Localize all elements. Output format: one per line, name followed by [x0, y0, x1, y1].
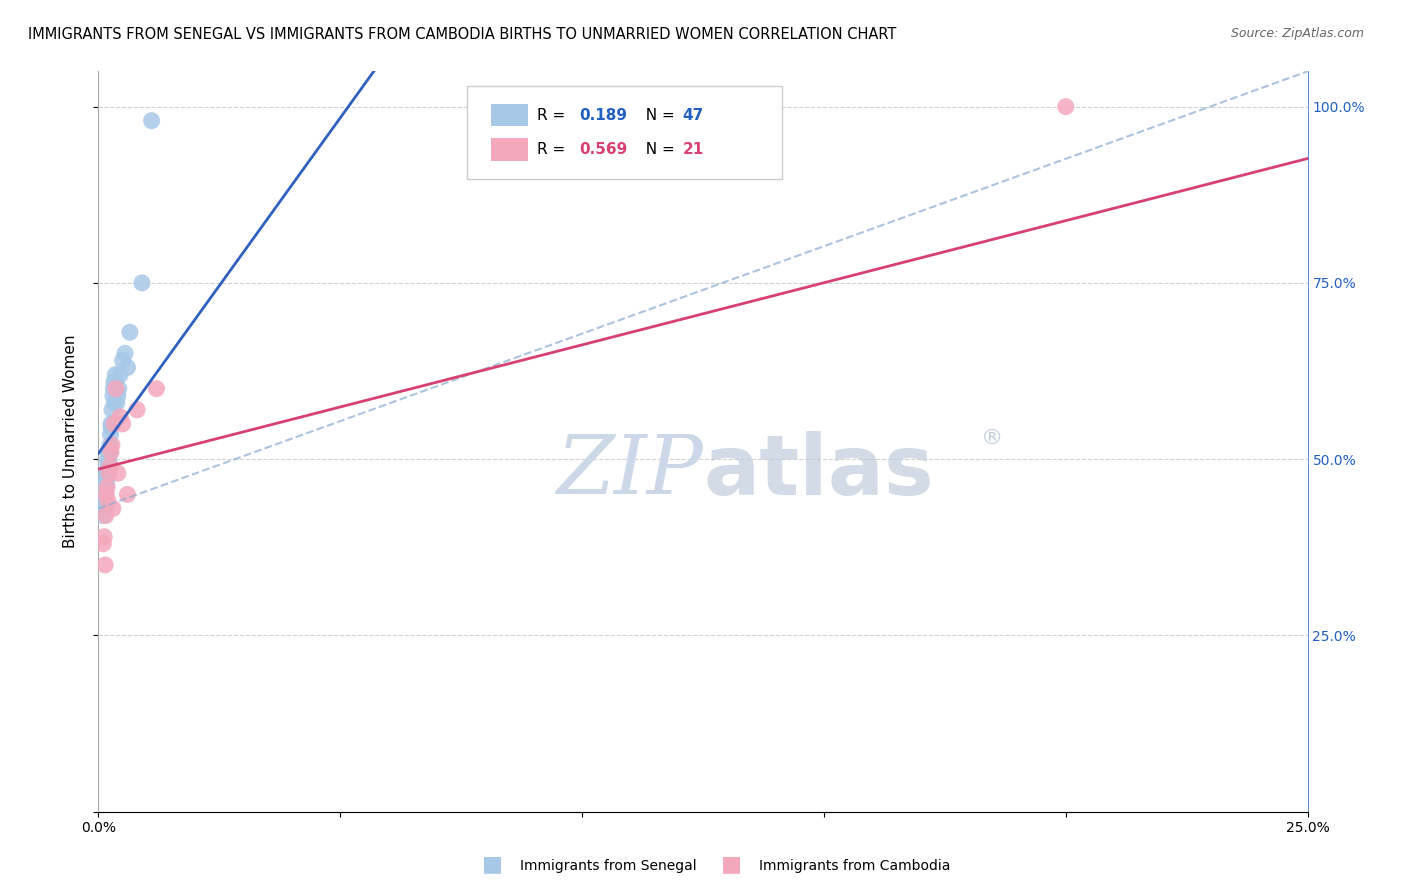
Point — [118, 325, 141, 339]
Bar — [492, 104, 527, 127]
Point — [97, 456, 120, 470]
Point — [98, 438, 121, 452]
Text: 0.189: 0.189 — [579, 108, 627, 123]
Point — [103, 396, 125, 410]
Point — [96, 480, 118, 494]
Point — [94, 473, 117, 487]
Point — [100, 417, 122, 431]
Point — [94, 558, 117, 572]
Point — [1054, 100, 1077, 114]
Point — [98, 456, 121, 470]
Point — [97, 463, 120, 477]
Text: atlas: atlas — [703, 431, 934, 512]
Point — [141, 113, 163, 128]
Point — [104, 382, 127, 396]
Text: R =: R = — [537, 142, 571, 157]
FancyBboxPatch shape — [467, 87, 782, 178]
Point — [91, 498, 114, 512]
Text: ■: ■ — [482, 854, 502, 873]
Point — [107, 382, 129, 396]
Point — [100, 445, 122, 459]
Text: ®: ® — [981, 428, 1004, 448]
Point — [96, 470, 118, 484]
Point — [94, 498, 117, 512]
Text: Immigrants from Senegal: Immigrants from Senegal — [520, 859, 697, 872]
Point — [94, 487, 117, 501]
Point — [101, 438, 124, 452]
Point — [98, 449, 121, 463]
Point — [103, 375, 125, 389]
Point — [114, 346, 136, 360]
Point — [96, 480, 118, 494]
Point — [91, 537, 114, 551]
Point — [93, 491, 115, 505]
Text: 0.569: 0.569 — [579, 142, 628, 157]
Point — [94, 508, 117, 523]
Point — [97, 459, 120, 474]
Point — [107, 467, 129, 481]
Point — [101, 402, 124, 417]
Point — [93, 530, 115, 544]
Point — [104, 375, 127, 389]
Point — [101, 389, 124, 403]
Point — [98, 459, 121, 474]
Point — [100, 420, 122, 434]
Point — [91, 498, 114, 512]
Point — [93, 494, 115, 508]
Text: 47: 47 — [682, 108, 703, 123]
Point — [91, 508, 114, 523]
Point — [93, 498, 115, 512]
Point — [97, 452, 120, 467]
Point — [107, 389, 129, 403]
Point — [104, 368, 127, 382]
Text: Source: ZipAtlas.com: Source: ZipAtlas.com — [1230, 27, 1364, 40]
Text: Immigrants from Cambodia: Immigrants from Cambodia — [759, 859, 950, 872]
Point — [96, 467, 118, 481]
Point — [117, 487, 139, 501]
Point — [103, 417, 125, 431]
Point — [93, 501, 115, 516]
Point — [117, 360, 139, 375]
Point — [100, 427, 122, 442]
Bar — [492, 138, 527, 161]
Point — [111, 353, 134, 368]
Point — [145, 382, 167, 396]
Text: ZIP: ZIP — [557, 431, 703, 511]
Text: N =: N = — [637, 108, 681, 123]
Point — [131, 276, 153, 290]
Point — [111, 417, 134, 431]
Point — [127, 402, 149, 417]
Point — [94, 480, 117, 494]
Point — [108, 368, 131, 382]
Point — [98, 445, 121, 459]
Point — [97, 445, 120, 459]
Text: N =: N = — [637, 142, 681, 157]
Point — [93, 480, 115, 494]
Point — [97, 494, 120, 508]
Point — [103, 382, 125, 396]
Text: ■: ■ — [721, 854, 741, 873]
Point — [97, 467, 120, 481]
Y-axis label: Births to Unmarried Women: Births to Unmarried Women — [63, 334, 77, 549]
Point — [101, 501, 124, 516]
Text: R =: R = — [537, 108, 571, 123]
Point — [98, 467, 121, 481]
Point — [96, 487, 118, 501]
Text: 21: 21 — [682, 142, 703, 157]
Point — [108, 409, 131, 424]
Text: IMMIGRANTS FROM SENEGAL VS IMMIGRANTS FROM CAMBODIA BIRTHS TO UNMARRIED WOMEN CO: IMMIGRANTS FROM SENEGAL VS IMMIGRANTS FR… — [28, 27, 897, 42]
Point — [105, 396, 128, 410]
Point — [91, 494, 114, 508]
Point — [96, 476, 118, 491]
